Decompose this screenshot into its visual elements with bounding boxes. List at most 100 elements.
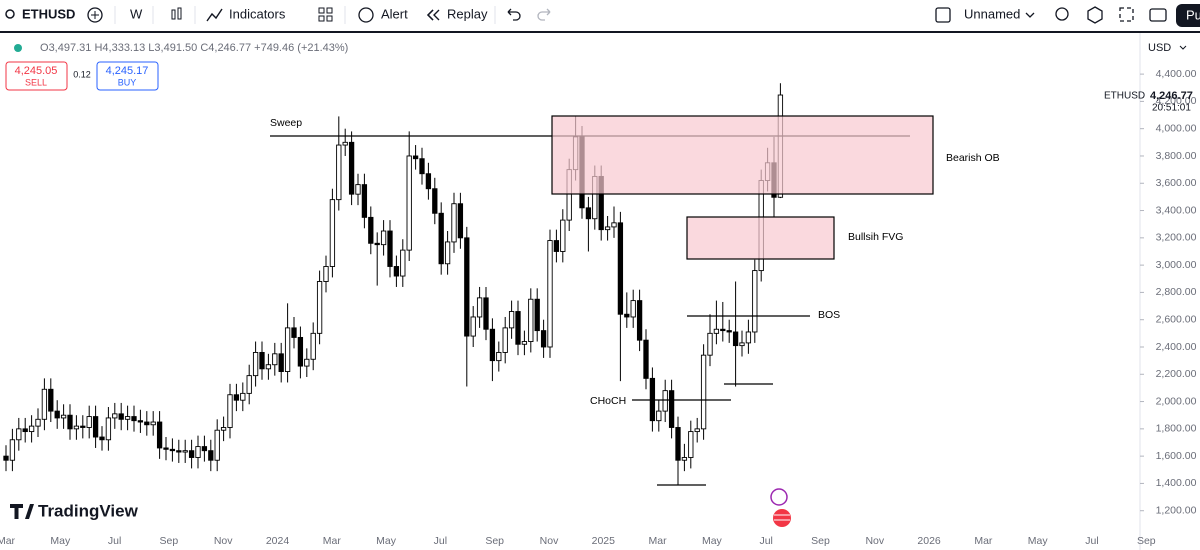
event-icon[interactable]	[770, 488, 788, 506]
alert-button[interactable]: Alert	[381, 6, 408, 21]
x-tick-label: Sep	[811, 535, 830, 547]
layout-dropdown[interactable]	[1025, 12, 1035, 18]
candle-down	[387, 230, 393, 267]
candle-up	[86, 416, 92, 428]
add-symbol[interactable]	[87, 7, 103, 23]
candle-down	[92, 416, 99, 438]
interval[interactable]: W	[130, 6, 143, 21]
redo[interactable]	[537, 8, 551, 21]
replay-button[interactable]: Replay	[447, 6, 488, 21]
candle-up	[444, 241, 451, 265]
candle-down	[393, 266, 400, 277]
candle-up	[528, 298, 534, 342]
candle-up	[713, 328, 720, 334]
candle-up	[752, 270, 758, 333]
candle-down	[48, 388, 54, 412]
chart-type-icon[interactable]	[171, 9, 176, 20]
candle-down	[457, 203, 464, 239]
candle-up	[476, 297, 483, 318]
candle-down	[278, 353, 284, 372]
candle-up	[508, 311, 515, 329]
candle-up	[656, 410, 662, 422]
y-tick-label: 3,200.00	[1156, 232, 1197, 244]
candle-down	[432, 188, 438, 214]
snapshot[interactable]	[1149, 8, 1167, 22]
buy-button[interactable]	[96, 61, 159, 91]
last-price: 4,246.77	[1150, 90, 1193, 102]
candle-down	[259, 351, 265, 370]
quick-search[interactable]	[1055, 7, 1069, 21]
y-tick-label: 3,600.00	[1156, 177, 1197, 189]
candle-down	[374, 242, 380, 246]
y-tick-label: 1,400.00	[1156, 477, 1197, 489]
candle-down	[636, 300, 643, 341]
currency[interactable]: USD	[1148, 42, 1171, 54]
candle-up	[240, 392, 246, 401]
publish-button[interactable]	[1176, 4, 1200, 27]
candle-up	[611, 222, 617, 228]
candle-down	[483, 297, 489, 330]
y-tick-label: 3,400.00	[1156, 204, 1197, 216]
candle-down	[144, 421, 150, 426]
choch-label: CHoCH	[590, 395, 626, 407]
sell-button[interactable]	[5, 61, 68, 91]
candle-down	[348, 141, 355, 195]
currency-dropdown	[1179, 45, 1187, 50]
indicators-button[interactable]: Indicators	[229, 6, 286, 21]
candle-up	[560, 219, 566, 252]
indicators-icon	[206, 8, 223, 22]
search-icon[interactable]	[5, 9, 15, 19]
candle-down	[54, 410, 60, 419]
ohlc-legend: O3,497.31 H4,333.13 L3,491.50 C4,246.77 …	[40, 42, 348, 54]
candle-up	[195, 446, 201, 458]
candle-down	[163, 447, 169, 450]
candle-down	[489, 328, 496, 362]
candle-down	[169, 448, 176, 452]
candle-up	[304, 358, 310, 367]
candle-up	[272, 353, 278, 366]
candle-up	[694, 428, 700, 433]
y-tick-label: 2,200.00	[1156, 368, 1197, 380]
candle-down	[368, 216, 374, 244]
candle-up	[547, 240, 553, 348]
x-tick-label: May	[376, 535, 397, 547]
candle-up	[342, 141, 348, 146]
settings[interactable]	[1087, 6, 1103, 24]
candle-up	[470, 316, 476, 337]
buy-price: 4,245.17	[106, 65, 149, 77]
y-tick-label: 1,200.00	[1156, 504, 1197, 516]
x-tick-label: Nov	[865, 535, 884, 547]
economic-event-icon[interactable]	[773, 509, 791, 527]
candle-up	[451, 203, 457, 243]
countdown: 20:51:01	[1152, 103, 1191, 114]
candle-down	[540, 330, 547, 348]
candle-up	[336, 144, 342, 201]
candle-up	[681, 457, 688, 461]
candle-up	[496, 351, 502, 362]
candle-down	[99, 436, 105, 441]
toolbar	[0, 0, 1200, 31]
templates-icon	[318, 15, 325, 22]
templates-icon[interactable]	[318, 7, 325, 14]
spread: 0.12	[73, 69, 91, 79]
candle-down	[3, 455, 9, 461]
symbol[interactable]: ETHUSD	[22, 6, 75, 21]
layout-name[interactable]: Unnamed	[964, 6, 1020, 21]
x-tick-label: Sep	[485, 535, 504, 547]
x-tick-label: May	[702, 535, 723, 547]
candle-down	[233, 394, 240, 401]
undo[interactable]	[507, 8, 521, 21]
candle-down	[675, 427, 681, 461]
candle-down	[176, 450, 182, 453]
candle-up	[521, 341, 528, 345]
candle-down	[464, 237, 470, 337]
layout-checkbox[interactable]	[935, 7, 951, 23]
candle-down	[553, 240, 560, 252]
candle-up	[227, 394, 233, 428]
candle-down	[534, 298, 540, 332]
candle-up	[310, 332, 316, 360]
y-tick-label: 2,000.00	[1156, 395, 1197, 407]
fullscreen[interactable]	[1119, 7, 1134, 22]
buy-label: BUY	[118, 77, 137, 87]
candle-down	[188, 450, 195, 458]
